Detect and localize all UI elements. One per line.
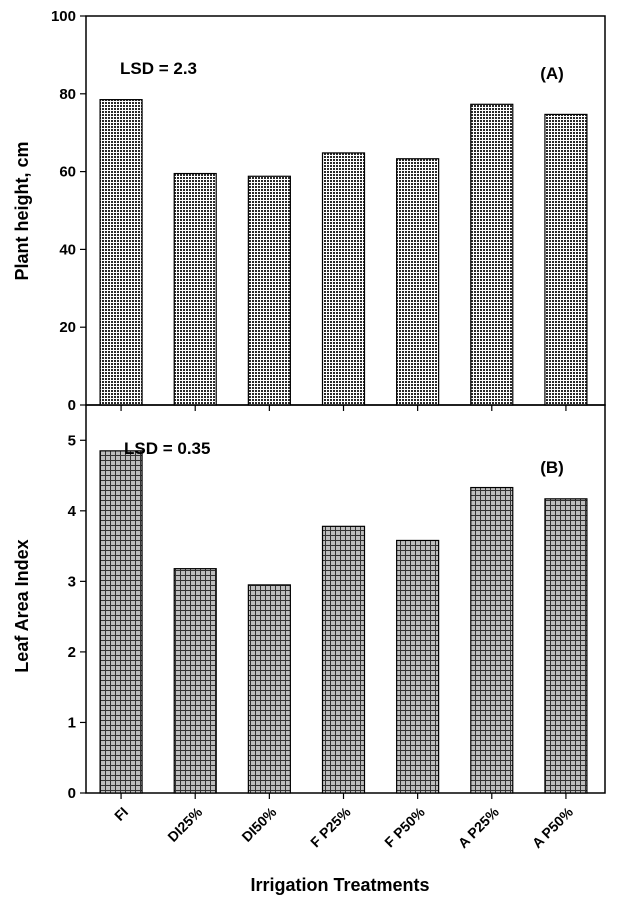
panel-a-y-tick-label: 60 bbox=[59, 164, 76, 181]
panel-b-bar bbox=[247, 584, 291, 794]
x-tick-label: DI50% bbox=[238, 803, 279, 844]
panel-b-bar bbox=[544, 498, 588, 794]
panel-b-bar bbox=[321, 525, 366, 794]
panel-b-annotation: LSD = 0.35 bbox=[124, 439, 210, 458]
panel-a-bar bbox=[470, 103, 514, 406]
panel-b-y-ticks: 0 1 2 3 4 5 bbox=[68, 432, 86, 802]
panel-b-y-tick-label: 0 bbox=[68, 785, 76, 802]
panel-b-label: (B) bbox=[540, 458, 564, 477]
panel-b-y-tick-label: 5 bbox=[68, 432, 76, 449]
panel-a-y-axis-label: Plant height, cm bbox=[12, 141, 32, 280]
panel-b-bar bbox=[99, 450, 143, 794]
panel-a-y-tick-label: 80 bbox=[59, 86, 76, 103]
x-tick-label: A P25% bbox=[455, 803, 503, 851]
panel-a-y-tick-label: 0 bbox=[68, 397, 76, 414]
panel-b-y-tick-label: 4 bbox=[68, 503, 77, 520]
panel-a-annotation: LSD = 2.3 bbox=[120, 59, 197, 78]
panel-b-bars bbox=[99, 450, 588, 799]
x-tick-label: A P50% bbox=[529, 803, 577, 851]
panel-a-bars bbox=[99, 99, 588, 411]
panel-b: 0 1 2 3 4 5 FI DI25% DI50% F P25% F P50% A P25% A P… bbox=[12, 404, 606, 895]
panel-b-x-ticks: FI DI25% DI50% F P25% F P50% A P25% A P50% bbox=[111, 803, 576, 851]
panel-a-bar bbox=[99, 99, 143, 406]
x-axis-title: Irrigation Treatments bbox=[250, 875, 429, 895]
panel-a-bar bbox=[544, 113, 588, 406]
panel-a-y-tick-label: 100 bbox=[51, 8, 76, 25]
panel-b-bar bbox=[173, 568, 217, 794]
panel-a-y-ticks: 0 20 40 60 80 100 bbox=[51, 8, 86, 414]
panel-a-bar bbox=[247, 175, 291, 406]
panel-a-bar bbox=[173, 172, 217, 406]
panel-b-bar bbox=[470, 486, 514, 794]
panel-b-y-tick-label: 1 bbox=[68, 714, 76, 731]
x-tick-label: F P25% bbox=[307, 803, 354, 850]
panel-a-bar bbox=[396, 158, 440, 406]
panel-b-bar bbox=[396, 539, 440, 794]
panel-b-y-axis-label: Leaf Area Index bbox=[12, 539, 32, 672]
x-tick-label: F P50% bbox=[381, 803, 428, 850]
x-tick-label: DI25% bbox=[164, 803, 205, 844]
x-tick-label: FI bbox=[111, 804, 131, 824]
panel-a-bar bbox=[321, 152, 366, 406]
panel-b-y-tick-label: 2 bbox=[68, 644, 76, 661]
panel-a-y-tick-label: 20 bbox=[59, 319, 76, 336]
panel-a-label: (A) bbox=[540, 64, 564, 83]
panel-a-y-tick-label: 40 bbox=[59, 241, 76, 258]
panel-b-y-tick-label: 3 bbox=[68, 573, 76, 590]
panel-a: 0 20 40 60 80 100 LSD = 2.3 (A) Plant height,… bbox=[12, 8, 606, 414]
